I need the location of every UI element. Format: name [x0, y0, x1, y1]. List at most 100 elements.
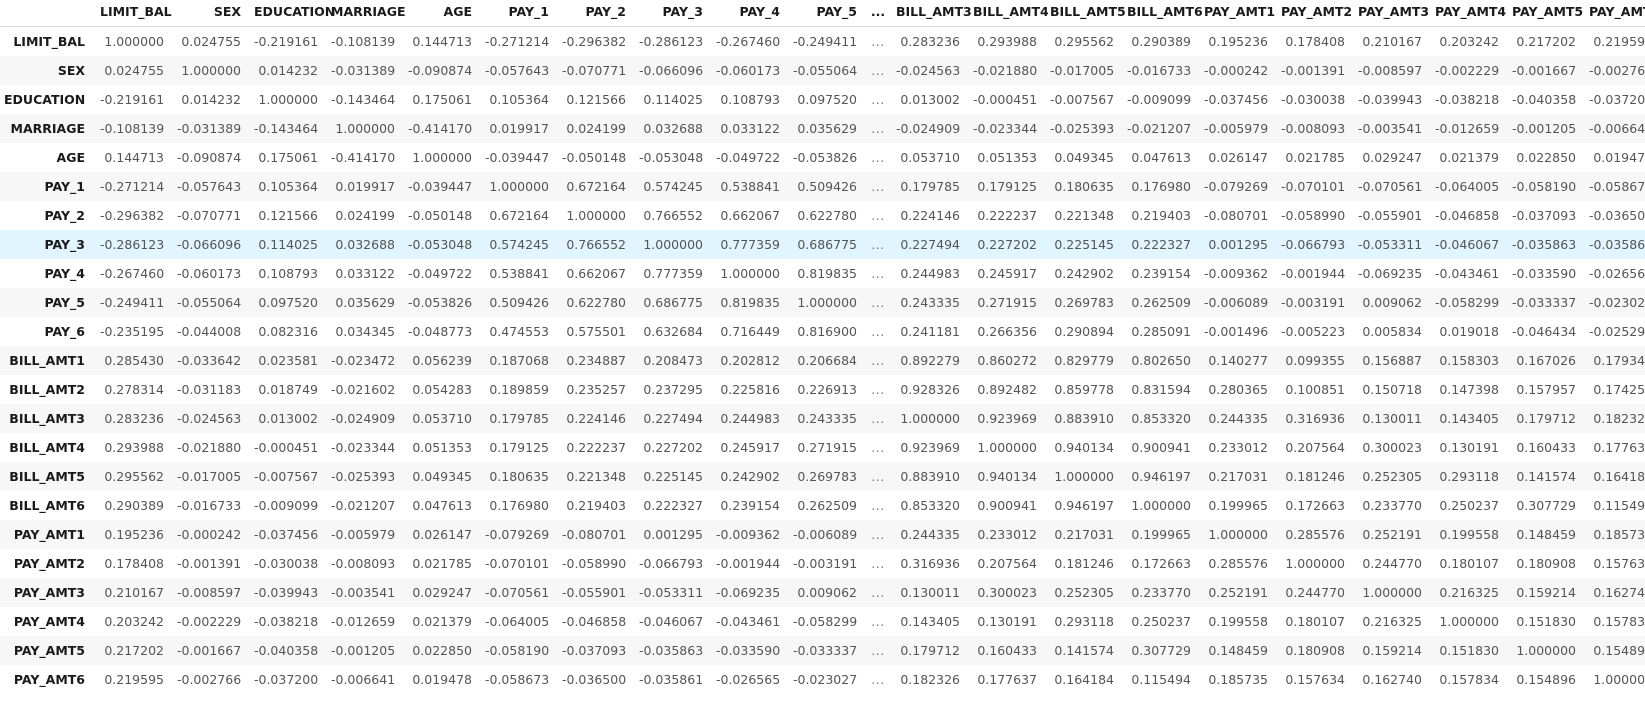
cell-value: 0.262509	[797, 497, 857, 513]
cell-value: 0.158303	[1439, 352, 1499, 368]
table-row[interactable]: PAY_AMT6 0.219595 -0.002766 -0.037200 -0.006…	[0, 664, 1645, 694]
cell-value: 1.000000	[900, 410, 960, 426]
column-header-pay_3[interactable]: PAY_3	[635, 0, 712, 27]
column-header-pay_5[interactable]: PAY_5	[789, 0, 866, 27]
cell-value: 0.290894	[1054, 323, 1114, 339]
column-header-bill_amt4[interactable]: BILL_AMT4	[969, 0, 1049, 27]
table-row[interactable]: BILL_AMT1 0.285430 -0.033642 0.023581 -0.023…	[0, 345, 1645, 375]
cell-ellipsis: ...	[871, 207, 885, 223]
column-header-pay_amt4[interactable]: PAY_AMT4	[1431, 0, 1508, 27]
header-row: LIMIT_BAL SEX EDUCATION MARRIAGE AGE PAY_1 PAY…	[0, 0, 1645, 27]
cell-ellipsis: ...	[871, 323, 885, 339]
table-row[interactable]: BILL_AMT4 0.293988 -0.021880 -0.000451 -0.02…	[0, 432, 1645, 462]
cell-ellipsis: ...	[871, 526, 885, 542]
column-header-pay_amt6[interactable]: PAY_AMT6	[1585, 0, 1645, 27]
column-header-marriage[interactable]: MARRIAGE	[327, 0, 406, 27]
cell-value: 0.176980	[1131, 178, 1191, 194]
table-row[interactable]: PAY_AMT3 0.210167 -0.008597 -0.039943 -0.003…	[0, 577, 1645, 607]
column-header-pay_amt1[interactable]: PAY_AMT1	[1200, 0, 1277, 27]
cell-value: -0.002766	[177, 671, 242, 687]
cell-value: 0.946197	[1054, 497, 1114, 513]
cell-value: -0.249411	[100, 294, 165, 310]
table-row[interactable]: BILL_AMT5 0.295562 -0.017005 -0.007567 -0.02…	[0, 461, 1645, 491]
cell-value: 0.227202	[977, 236, 1037, 252]
cell-value: 0.047613	[1131, 149, 1191, 165]
cell-value: -0.021880	[973, 62, 1038, 78]
cell-value: 0.244983	[720, 410, 780, 426]
cell-value: -0.058190	[1512, 178, 1577, 194]
row-index-bill_amt6: BILL_AMT6	[9, 497, 85, 513]
cell-value: 0.179785	[900, 178, 960, 194]
table-row[interactable]: PAY_AMT1 0.195236 -0.000242 -0.037456 -0.005…	[0, 519, 1645, 549]
table-row[interactable]: PAY_2 -0.296382 -0.070771 0.121566 0.024199-…	[0, 200, 1645, 230]
column-header-ellipsis[interactable]: ...	[866, 0, 892, 27]
cell-value: -0.090874	[177, 149, 242, 165]
table-row[interactable]: PAY_AMT5 0.217202 -0.001667 -0.040358 -0.001…	[0, 635, 1645, 665]
column-header-pay_1[interactable]: PAY_1	[481, 0, 558, 27]
cell-value: 0.121566	[566, 91, 626, 107]
table-row[interactable]: MARRIAGE -0.108139 -0.031389 -0.143464 1.000…	[0, 113, 1645, 143]
cell-value: 0.252191	[1208, 584, 1268, 600]
cell-value: 0.243335	[900, 294, 960, 310]
column-header-limit_bal[interactable]: LIMIT_BAL	[96, 0, 173, 27]
table-row[interactable]: PAY_AMT2 0.178408 -0.001391 -0.030038 -0.008…	[0, 548, 1645, 578]
cell-value: 0.222327	[643, 497, 703, 513]
cell-value: 0.853320	[1131, 410, 1191, 426]
table-row[interactable]: PAY_AMT4 0.203242 -0.002229 -0.038218 -0.012…	[0, 606, 1645, 636]
column-header-sex[interactable]: SEX	[173, 0, 250, 27]
column-header-age[interactable]: AGE	[404, 0, 481, 27]
cell-value: 0.923969	[900, 439, 960, 455]
cell-value: 0.940134	[1054, 439, 1114, 455]
cell-value: -0.021602	[331, 381, 396, 397]
column-header-pay_amt2[interactable]: PAY_AMT2	[1277, 0, 1354, 27]
cell-value: -0.039943	[1358, 91, 1423, 107]
cell-ellipsis: ...	[871, 584, 885, 600]
table-row[interactable]: PAY_5 -0.249411 -0.055064 0.097520 0.035629-…	[0, 287, 1645, 317]
row-index-pay_amt4: PAY_AMT4	[13, 613, 85, 629]
cell-value: 1.000000	[1362, 584, 1422, 600]
table-row[interactable]: AGE 0.144713 -0.090874 0.175061 -0.414170 1.0…	[0, 142, 1645, 172]
cell-value: 0.226913	[797, 381, 857, 397]
cell-value: 0.227494	[643, 410, 703, 426]
cell-value: 0.180908	[1285, 642, 1345, 658]
cell-value: 0.021785	[1285, 149, 1345, 165]
table-row[interactable]: PAY_3 -0.286123 -0.066096 0.114025 0.032688-…	[0, 229, 1645, 259]
cell-value: -0.070771	[562, 62, 627, 78]
cell-value: -0.267460	[100, 265, 165, 281]
table-row[interactable]: PAY_4 -0.267460 -0.060173 0.108793 0.033122-…	[0, 258, 1645, 288]
column-header-bill_amt6[interactable]: BILL_AMT6	[1123, 0, 1203, 27]
cell-value: 0.185735	[1208, 671, 1268, 687]
table-row[interactable]: EDUCATION -0.219161 0.014232 1.000000 -0.143…	[0, 84, 1645, 114]
cell-value: 0.049345	[1054, 149, 1114, 165]
table-row[interactable]: BILL_AMT2 0.278314 -0.031183 0.018749 -0.021…	[0, 374, 1645, 404]
cell-value: -0.058673	[1589, 178, 1645, 194]
cell-value: 0.307729	[1516, 497, 1576, 513]
cell-value: 0.244770	[1285, 584, 1345, 600]
cell-value: 0.242902	[720, 468, 780, 484]
column-header-pay_4[interactable]: PAY_4	[712, 0, 789, 27]
column-header-education[interactable]: EDUCATION	[250, 0, 335, 27]
cell-value: 0.159214	[1362, 642, 1422, 658]
table-row[interactable]: BILL_AMT6 0.290389 -0.016733 -0.009099 -0.02…	[0, 490, 1645, 520]
cell-value: 0.105364	[258, 178, 318, 194]
column-header-pay_2[interactable]: PAY_2	[558, 0, 635, 27]
table-row[interactable]: PAY_1 -0.271214 -0.057643 0.105364 0.019917-…	[0, 171, 1645, 201]
column-header-bill_amt5[interactable]: BILL_AMT5	[1046, 0, 1126, 27]
column-header-pay_amt5[interactable]: PAY_AMT5	[1508, 0, 1585, 27]
cell-value: 1.000000	[1131, 497, 1191, 513]
column-header-pay_amt3[interactable]: PAY_AMT3	[1354, 0, 1431, 27]
table-row[interactable]: BILL_AMT3 0.283236 -0.024563 0.013002 -0.024…	[0, 403, 1645, 433]
cell-value: -0.043461	[716, 613, 781, 629]
cell-value: -0.069235	[1358, 265, 1423, 281]
table-row[interactable]: LIMIT_BAL 1.000000 0.024755 -0.219161 -0.108…	[0, 26, 1645, 56]
cell-value: 0.233770	[1131, 584, 1191, 600]
table-row[interactable]: SEX 0.024755 1.000000 0.014232 -0.031389 -0.0…	[0, 55, 1645, 85]
cell-value: 0.271915	[977, 294, 1037, 310]
cell-value: 0.100851	[1285, 381, 1345, 397]
cell-value: -0.031183	[177, 381, 242, 397]
table-body: LIMIT_BAL 1.000000 0.024755 -0.219161 -0.108…	[0, 26, 1645, 694]
cell-value: 0.252305	[1362, 468, 1422, 484]
column-header-bill_amt3[interactable]: BILL_AMT3	[892, 0, 972, 27]
table-row[interactable]: PAY_6 -0.235195 -0.044008 0.082316 0.034345-…	[0, 316, 1645, 346]
cell-value: 0.179712	[900, 642, 960, 658]
